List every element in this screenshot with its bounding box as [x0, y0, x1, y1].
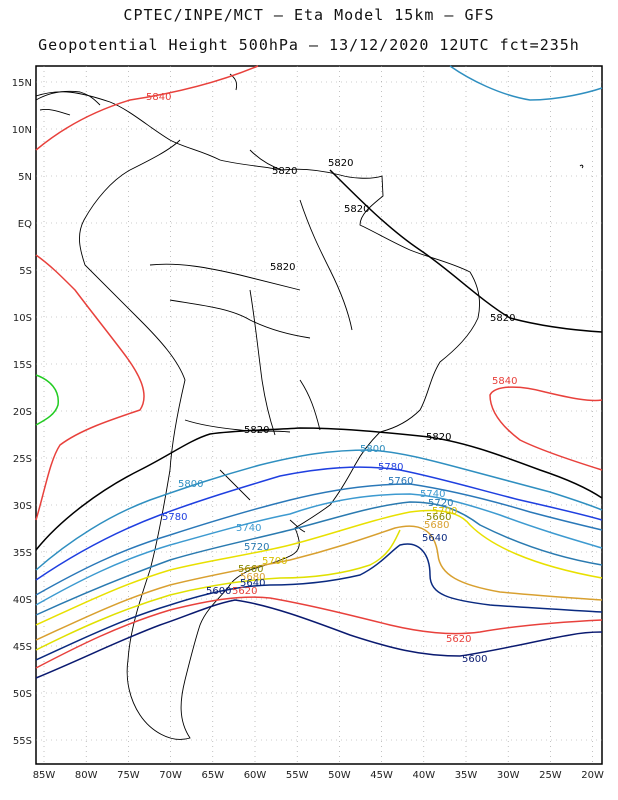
label-5820: 5820 — [344, 204, 369, 215]
contour-5820-north — [329, 169, 603, 333]
contour-lines — [35, 65, 603, 679]
lat-tick-label: 15S — [13, 360, 32, 371]
label-5640: 5640 — [240, 578, 265, 589]
contour-5720 — [35, 501, 603, 616]
label-5640: 5640 — [422, 533, 447, 544]
contour-5840-sw — [35, 254, 145, 521]
label-5720: 5720 — [428, 498, 453, 509]
contour-5800 — [35, 449, 603, 571]
lon-tick-label: 30W — [497, 770, 520, 781]
lat-tick-label: 15N — [12, 78, 32, 89]
lon-tick-label: 25W — [539, 770, 562, 781]
contour-labels: 5840 5840 5820 5820 5820 5820 5820 5820 … — [146, 92, 517, 665]
contour-5620 — [35, 596, 603, 669]
label-5840: 5840 — [146, 92, 171, 103]
contour-5640 — [35, 543, 603, 661]
lon-tick-label: 50W — [328, 770, 351, 781]
label-5740: 5740 — [420, 489, 445, 500]
contour-5800-ne — [449, 65, 603, 101]
label-5720: 5720 — [244, 542, 269, 553]
label-5820: 5820 — [426, 432, 451, 443]
label-5780: 5780 — [378, 462, 403, 473]
lon-tick-label: 35W — [455, 770, 478, 781]
lon-tick-label: 55W — [286, 770, 309, 781]
title-line-1: CPTEC/INPE/MCT – Eta Model 15km – GFS — [123, 6, 495, 24]
label-5800: 5800 — [178, 479, 203, 490]
contour-green-edge — [35, 374, 59, 426]
contour-5700 — [35, 509, 603, 626]
label-5820: 5820 — [328, 158, 353, 169]
lat-tick-label: 5S — [19, 266, 32, 277]
lon-tick-label: 70W — [159, 770, 182, 781]
contour-5740 — [35, 493, 603, 606]
lat-tick-label: 10N — [12, 125, 32, 136]
lon-tick-label: 40W — [412, 770, 435, 781]
lon-tick-label: 20W — [581, 770, 604, 781]
contour-5600 — [35, 599, 603, 679]
lat-tick-label: 25S — [13, 454, 32, 465]
contour-5840-west — [35, 65, 259, 151]
lat-tick-label: 35S — [13, 548, 32, 559]
lat-tick-label: 20S — [13, 407, 32, 418]
contour-5840-east — [489, 386, 603, 471]
lat-tick-label: 10S — [13, 313, 32, 324]
contour-5820 — [35, 427, 603, 551]
label-5680: 5680 — [424, 520, 449, 531]
label-5600: 5600 — [462, 654, 487, 665]
lon-tick-label: 60W — [244, 770, 267, 781]
label-5820: 5820 — [490, 313, 515, 324]
lat-tick-label: 5N — [18, 172, 32, 183]
label-5700: 5700 — [262, 556, 287, 567]
contour-5760 — [35, 483, 603, 596]
label-5760: 5760 — [388, 476, 413, 487]
label-5840: 5840 — [492, 376, 517, 387]
label-5820: 5820 — [244, 425, 269, 436]
label-5800: 5800 — [360, 444, 385, 455]
label-5620: 5620 — [232, 586, 257, 597]
label-5600: 5600 — [206, 586, 231, 597]
contour-5780 — [35, 466, 603, 581]
label-5700: 5700 — [432, 506, 457, 517]
label-5820: 5820 — [270, 262, 295, 273]
lat-tick-label: 30S — [13, 501, 32, 512]
label-5820: 5820 — [272, 166, 297, 177]
label-5620: 5620 — [446, 634, 471, 645]
axis-tick-labels: 85W 80W 75W 70W 65W 60W 55W 50W 45W 40W 35W 30W 25W 2… — [12, 78, 604, 781]
contour-5660 — [35, 529, 401, 651]
lon-tick-label: 65W — [201, 770, 224, 781]
title-line-2: Geopotential Height 500hPa – 13/12/2020 … — [38, 36, 580, 54]
label-5740: 5740 — [236, 523, 261, 534]
lat-tick-label: 50S — [13, 689, 32, 700]
lat-tick-label: 40S — [13, 595, 32, 606]
coastlines — [35, 73, 584, 740]
lon-tick-label: 75W — [117, 770, 140, 781]
lon-tick-label: 85W — [33, 770, 56, 781]
lon-tick-label: 80W — [75, 770, 98, 781]
label-5680: 5680 — [240, 572, 265, 583]
lat-tick-label: 55S — [13, 736, 32, 747]
label-5660: 5660 — [426, 512, 451, 523]
label-5660: 5660 — [238, 564, 263, 575]
label-5780: 5780 — [162, 512, 187, 523]
lat-tick-label: EQ — [18, 219, 32, 230]
lon-tick-label: 45W — [370, 770, 393, 781]
contour-5680 — [35, 525, 603, 641]
lat-tick-label: 45S — [13, 642, 32, 653]
